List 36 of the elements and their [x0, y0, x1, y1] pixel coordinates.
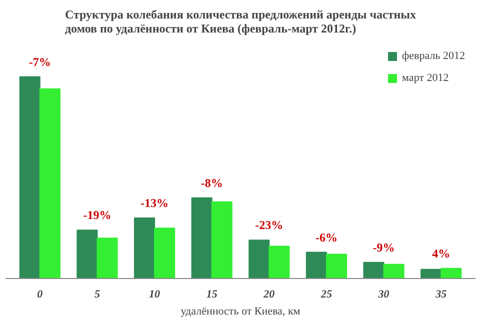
- bar: [76, 230, 98, 278]
- annotation: -9%: [372, 240, 395, 254]
- bar: [134, 217, 156, 278]
- bar: [154, 228, 176, 278]
- x-tick-label: 15: [206, 288, 218, 300]
- annotation: -8%: [200, 176, 223, 190]
- legend-label: март 2012: [402, 72, 449, 84]
- bar: [211, 201, 232, 278]
- bar: [363, 262, 384, 278]
- bar: [268, 246, 290, 278]
- annotation: -7%: [28, 54, 51, 69]
- x-tick-label: 20: [262, 288, 276, 300]
- bar: [191, 197, 212, 278]
- x-tick-label: 30: [377, 288, 390, 300]
- x-tick-label: 35: [434, 288, 448, 300]
- x-tick-label: 10: [149, 288, 161, 300]
- bar: [383, 264, 404, 278]
- annotation: -23%: [255, 218, 284, 232]
- bar: [39, 88, 60, 278]
- x-tick-label: 25: [320, 288, 332, 300]
- bar: [19, 76, 40, 278]
- x-tick-label: 5: [94, 288, 100, 300]
- bar: [306, 252, 327, 278]
- chart-title: Структура колебания количества предложений аренды частных домов по удалённости от Киева (февраль-март 2012г.): [64, 8, 416, 36]
- bar: [440, 268, 462, 278]
- annotation: -13%: [140, 196, 169, 210]
- x-axis-title: удалённость от Киева, км: [180, 306, 300, 318]
- annotation: -6%: [315, 230, 338, 244]
- x-tick-label: 0: [37, 288, 44, 300]
- bar: [326, 254, 348, 278]
- bar: [96, 238, 118, 278]
- legend-label: февраль 2012: [402, 50, 465, 62]
- bar: [420, 268, 442, 278]
- annotation: -19%: [83, 208, 112, 222]
- bar: [248, 240, 270, 278]
- annotation: 4%: [432, 246, 450, 260]
